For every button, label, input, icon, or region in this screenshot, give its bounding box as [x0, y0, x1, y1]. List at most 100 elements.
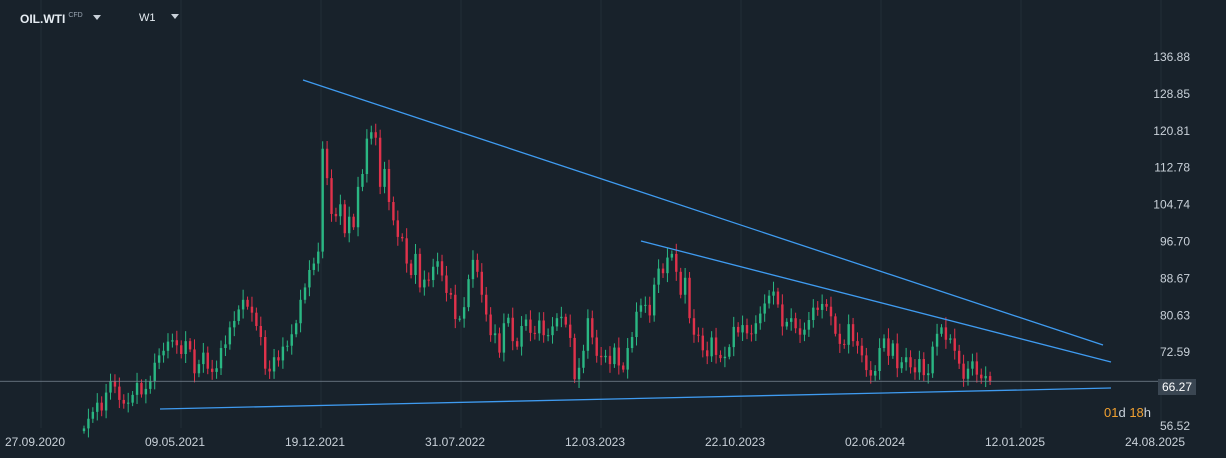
- candle-body: [184, 341, 187, 354]
- y-tick-label: 96.70: [1160, 235, 1190, 249]
- candle-body: [149, 381, 152, 389]
- candle-body: [339, 204, 342, 217]
- candle-body: [697, 334, 700, 336]
- candle-body: [860, 345, 864, 356]
- candle-body: [202, 352, 205, 365]
- candle-body: [449, 292, 453, 295]
- candle-body: [798, 328, 802, 335]
- candle-body: [321, 148, 324, 252]
- candle-body: [838, 333, 842, 344]
- candle-body: [237, 309, 240, 321]
- candle-body: [803, 329, 806, 335]
- candle-body: [710, 337, 713, 357]
- candle-body: [661, 268, 665, 274]
- candle-body: [485, 294, 488, 315]
- candle-body: [688, 277, 691, 319]
- symbol-selector[interactable]: OIL.WTI CFD: [20, 12, 101, 26]
- x-tick-label: 27.09.2020: [5, 435, 65, 449]
- x-tick-label: 12.01.2025: [985, 435, 1045, 449]
- candle-body: [622, 365, 625, 370]
- candle-body: [507, 317, 510, 324]
- candle-body: [670, 253, 674, 258]
- candle-body: [427, 279, 430, 281]
- candle-body: [277, 357, 280, 361]
- candle-body: [370, 132, 373, 139]
- candle-body: [714, 337, 718, 355]
- timeframe-selector[interactable]: W1: [139, 12, 179, 24]
- candle-body: [122, 399, 125, 404]
- candle-body: [767, 295, 771, 304]
- candle-body: [171, 340, 174, 342]
- y-tick-label: 72.59: [1160, 345, 1190, 359]
- candle-body: [361, 174, 364, 187]
- candle-body: [604, 355, 607, 358]
- candle-body: [617, 347, 621, 366]
- candle-body: [458, 318, 461, 320]
- y-tick-label: 136.88: [1153, 50, 1190, 64]
- x-tick-label: 31.07.2022: [425, 435, 485, 449]
- candle-body: [719, 354, 722, 359]
- x-tick-label: 02.06.2024: [845, 435, 905, 449]
- y-tick-label: 120.81: [1153, 124, 1190, 138]
- candle-body: [224, 344, 227, 349]
- candle-body: [471, 259, 475, 280]
- candle-body: [776, 291, 780, 305]
- candle-body: [529, 319, 532, 333]
- candle-body: [312, 263, 316, 270]
- caret-down-icon: [170, 13, 179, 19]
- candle-body: [476, 259, 479, 272]
- candle-body: [348, 216, 351, 234]
- candle-body: [188, 341, 192, 350]
- candle-body: [829, 306, 833, 317]
- candle-body: [639, 305, 643, 312]
- candle-body: [555, 318, 559, 327]
- candle-body: [812, 307, 815, 321]
- candle-body: [409, 263, 413, 276]
- candle-body: [896, 343, 899, 369]
- candle-body: [241, 299, 245, 310]
- candle-body: [595, 337, 598, 356]
- candle-body: [374, 132, 377, 138]
- candle-body: [630, 337, 634, 349]
- candle-body: [180, 345, 183, 354]
- candle-body: [445, 275, 448, 293]
- candle-body: [781, 304, 784, 327]
- candle-body: [502, 323, 506, 353]
- candle-body: [109, 381, 112, 393]
- y-tick-label: 112.78: [1154, 161, 1190, 175]
- candle-body: [790, 318, 793, 322]
- candle-body: [666, 257, 669, 274]
- candle-body: [763, 303, 766, 314]
- candle-body: [692, 318, 696, 335]
- candle-body: [96, 402, 99, 412]
- trendlines: [159, 79, 1112, 410]
- candle-body: [675, 253, 678, 272]
- candle-body: [759, 313, 762, 324]
- candle-body: [515, 341, 519, 347]
- candle-body: [984, 376, 987, 379]
- candle-body: [927, 373, 930, 376]
- candle-body: [392, 202, 395, 221]
- y-axis: 136.88 128.85 120.81 112.78 104.74 96.70 88.67…: [1153, 50, 1190, 433]
- countdown-days-value: 01: [1104, 405, 1119, 420]
- candle-body: [975, 361, 979, 375]
- candle-body: [467, 279, 470, 308]
- candle-body: [383, 168, 386, 187]
- candle-body: [317, 251, 320, 264]
- candle-body: [591, 318, 594, 338]
- candle-body: [436, 261, 439, 267]
- x-tick-label: 24.08.2025: [1125, 435, 1185, 449]
- candle-body: [440, 261, 444, 276]
- candle-body: [162, 350, 165, 356]
- candle-body: [825, 303, 828, 307]
- candle-body: [878, 348, 881, 371]
- candle-body: [652, 284, 656, 316]
- candle-body: [750, 333, 753, 335]
- candle-body: [127, 402, 130, 404]
- candle-body: [219, 348, 223, 369]
- candle-body: [166, 341, 170, 351]
- candle-body: [233, 320, 236, 328]
- candle-body: [264, 337, 267, 369]
- x-axis: 27.09.2020 09.05.2021 19.12.2021 31.07.2022…: [5, 435, 1185, 449]
